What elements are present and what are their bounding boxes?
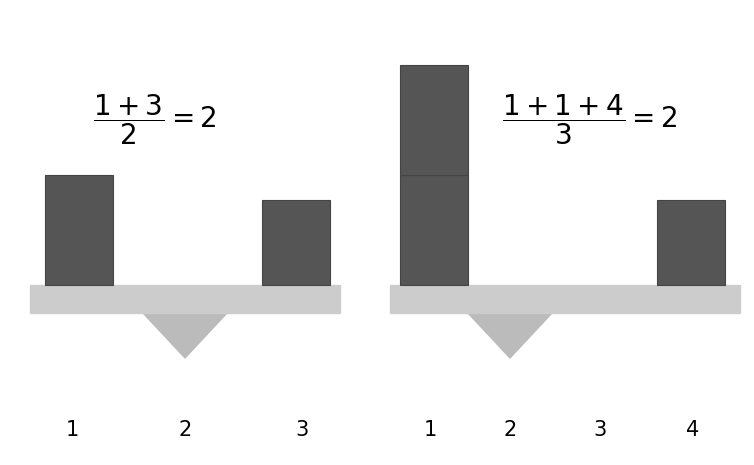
Polygon shape — [468, 313, 552, 358]
Text: $\dfrac{1+1+4}{3} = 2$: $\dfrac{1+1+4}{3} = 2$ — [502, 93, 678, 147]
Polygon shape — [143, 313, 227, 358]
Text: 2: 2 — [179, 420, 192, 440]
Text: 4: 4 — [686, 420, 700, 440]
Text: 1: 1 — [66, 420, 78, 440]
Bar — [400, 175, 468, 285]
Bar — [657, 200, 725, 285]
Bar — [400, 65, 468, 175]
Text: $\dfrac{1+3}{2} = 2$: $\dfrac{1+3}{2} = 2$ — [93, 93, 217, 147]
Text: 2: 2 — [504, 420, 516, 440]
Bar — [390, 285, 740, 313]
Text: 3: 3 — [296, 420, 308, 440]
Bar — [45, 175, 113, 285]
Bar — [30, 285, 340, 313]
Bar — [262, 200, 330, 285]
Text: 1: 1 — [424, 420, 437, 440]
Text: 3: 3 — [593, 420, 607, 440]
